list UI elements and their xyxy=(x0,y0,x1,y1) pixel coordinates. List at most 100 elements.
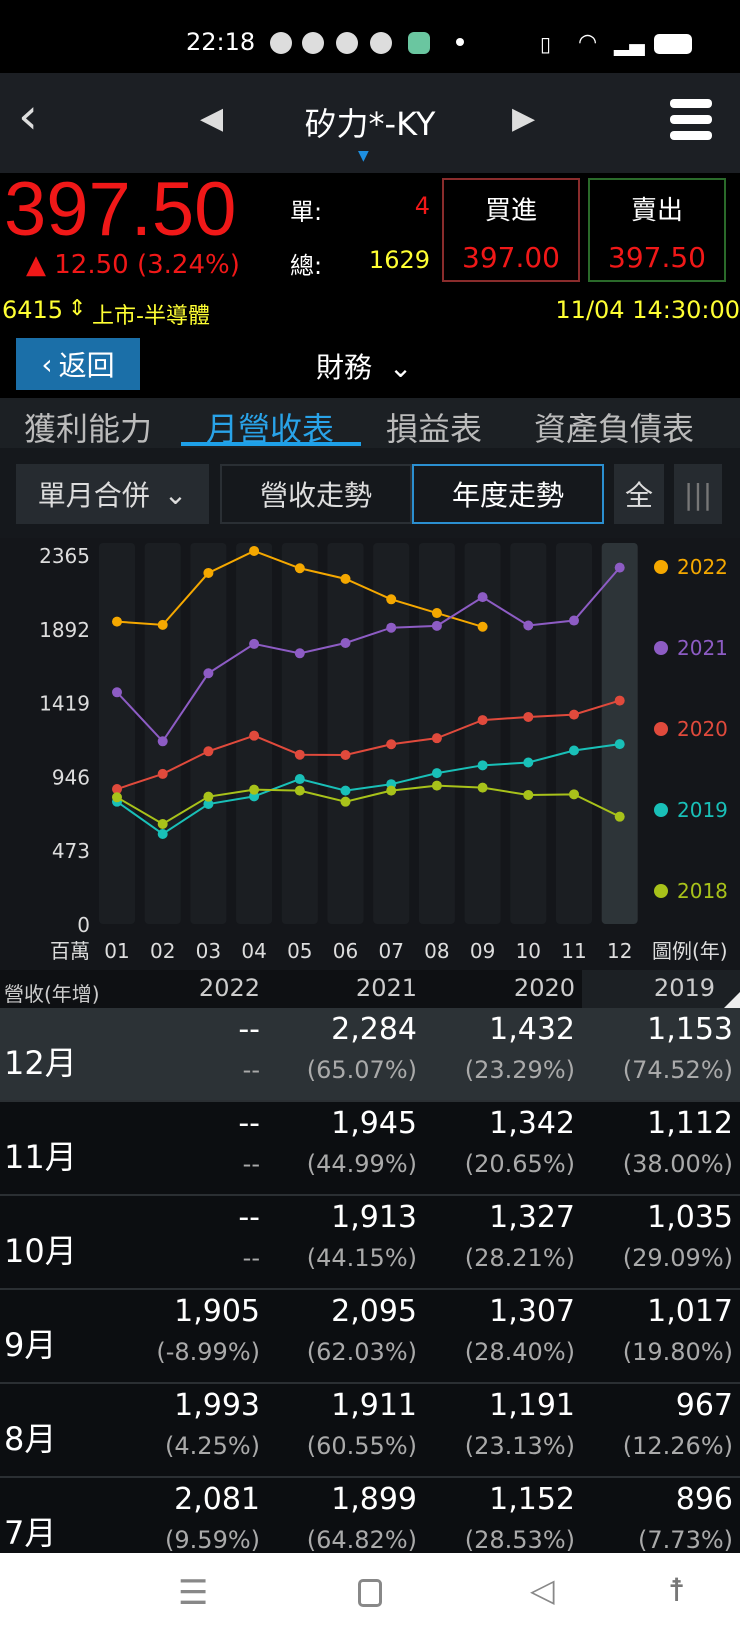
back-button[interactable]: ‹ 返回 xyxy=(16,338,140,390)
data-point-2019 xyxy=(157,828,168,839)
revenue-value: 1,191 xyxy=(489,1388,575,1423)
table-row[interactable]: 9月 1,905 (-8.99%) 2,095 (62.03%) 1,307 (28.40%… xyxy=(0,1290,740,1384)
yoy-growth: (12.26%) xyxy=(622,1432,733,1460)
month-column xyxy=(99,543,135,924)
x-tick-label: 08 xyxy=(424,939,449,963)
vibrate-icon: ▯ xyxy=(540,32,552,56)
section-label: 財務 xyxy=(316,351,373,384)
accessibility-icon[interactable]: ☨ xyxy=(668,1571,686,1609)
table-row[interactable]: 8月 1,993 (4.25%) 1,911 (60.55%) 1,191 (23.13%)… xyxy=(0,1384,740,1478)
header-2021: 2021 xyxy=(355,974,417,1002)
revenue-value: 1,432 xyxy=(489,1012,575,1047)
revenue-value: 1,307 xyxy=(489,1294,575,1329)
back-icon[interactable]: ‹ xyxy=(18,87,38,145)
buy-label: 買進 xyxy=(484,196,537,226)
x-tick-label: 01 xyxy=(104,939,129,963)
tab-balance-sheet[interactable]: 資產負債表 xyxy=(534,410,695,448)
app-header: ‹ ◀ 矽力*-KY ▼ ▶ xyxy=(0,73,740,173)
table-row[interactable]: 10月 -- -- 1,913 (44.15%) 1,327 (28.21%) 1,035 (2… xyxy=(0,1196,740,1290)
yoy-growth: (20.65%) xyxy=(464,1150,575,1178)
revenue-value: 967 xyxy=(675,1388,733,1423)
yoy-growth: (38.00%) xyxy=(622,1150,733,1178)
header-label: 營收(年增) xyxy=(4,982,100,1006)
table-row[interactable]: 12月 -- -- 2,284 (65.07%) 1,432 (23.29%) 1,153 (7… xyxy=(0,1008,740,1102)
revenue-trend-button[interactable]: 營收走勢 xyxy=(220,464,412,524)
revenue-value: 2,095 xyxy=(331,1294,417,1329)
back-label: 返回 xyxy=(58,349,115,382)
x-tick-label: 12 xyxy=(607,939,632,963)
tab-income-statement[interactable]: 損益表 xyxy=(386,410,483,448)
data-point-2020 xyxy=(614,695,625,706)
data-point-2019 xyxy=(614,739,625,750)
updown-icon: ⇕ xyxy=(68,296,87,321)
stock-code: 6415 xyxy=(2,296,64,324)
back-nav-icon[interactable]: ◁ xyxy=(530,1571,555,1609)
chart-controls: 單月合併 ⌄ 營收走勢 年度走勢 全 ||| xyxy=(0,448,740,538)
dot-icon xyxy=(456,38,464,46)
data-point-2020 xyxy=(477,715,488,726)
data-point-2020 xyxy=(569,709,579,720)
stock-title[interactable]: 矽力*-KY xyxy=(304,105,436,143)
header-2019: 2019 xyxy=(653,974,715,1002)
yearly-trend-button[interactable]: 年度走勢 xyxy=(412,464,604,524)
data-point-2021 xyxy=(340,637,351,648)
month-column xyxy=(190,543,227,924)
fullscreen-button[interactable]: 全 xyxy=(614,464,664,524)
dropdown-label: 單月合併 xyxy=(37,479,150,512)
month-column xyxy=(373,543,410,924)
y-tick-label: 2365 xyxy=(39,544,90,568)
home-icon[interactable] xyxy=(358,1579,382,1607)
table-row[interactable]: 11月 -- -- 1,945 (44.99%) 1,342 (20.65%) 1,112 (3… xyxy=(0,1102,740,1196)
revenue-value: -- xyxy=(238,1012,260,1047)
data-point-2021 xyxy=(523,620,534,631)
section-dropdown[interactable]: 財務 ⌄ xyxy=(316,346,412,386)
month-column xyxy=(327,543,364,924)
data-point-2018 xyxy=(477,782,488,793)
legend-label-2020: 2020 xyxy=(677,717,728,741)
buy-box[interactable]: 買進 397.00 xyxy=(442,178,580,282)
active-tab-underline xyxy=(181,442,361,446)
month-column xyxy=(601,543,638,924)
data-point-2021 xyxy=(157,736,168,747)
upload-icon xyxy=(408,32,430,54)
waveform-icon[interactable]: ||| xyxy=(674,464,722,524)
tab-monthly-revenue[interactable]: 月營收表 xyxy=(206,410,335,448)
signal-icon: ▂▄ xyxy=(614,32,645,56)
consolidation-dropdown[interactable]: 單月合併 ⌄ xyxy=(16,464,209,524)
data-point-2021 xyxy=(249,638,260,649)
legend-dot-2018 xyxy=(654,884,668,898)
menu-icon[interactable] xyxy=(670,99,712,140)
yoy-growth: (65.07%) xyxy=(306,1056,417,1084)
yoy-growth: (74.52%) xyxy=(622,1056,733,1084)
revenue-value: 1,945 xyxy=(331,1106,417,1141)
y-axis-unit: 百萬 xyxy=(50,939,90,963)
x-tick-label: 10 xyxy=(516,939,541,963)
sell-label: 賣出 xyxy=(630,196,683,226)
data-point-2022 xyxy=(477,621,488,632)
data-point-2020 xyxy=(431,733,442,744)
sell-box[interactable]: 賣出 397.50 xyxy=(588,178,726,282)
data-point-2020 xyxy=(386,739,397,750)
recents-icon[interactable]: ☰ xyxy=(178,1573,209,1613)
yoy-growth: (44.99%) xyxy=(306,1150,417,1178)
legend-dot-2021 xyxy=(654,641,668,655)
data-point-2019 xyxy=(294,774,305,785)
legend-dot-2020 xyxy=(654,722,668,736)
data-point-2021 xyxy=(112,687,122,698)
data-point-2018 xyxy=(157,818,168,829)
data-point-2022 xyxy=(294,563,305,574)
next-stock-icon[interactable]: ▶ xyxy=(512,101,536,136)
tab-profitability[interactable]: 獲利能力 xyxy=(24,410,153,448)
data-point-2019 xyxy=(340,785,351,796)
status-bar: 22:18 ▯ ◠ ▂▄ xyxy=(0,0,740,73)
data-point-2020 xyxy=(249,730,260,741)
scroll-column-header[interactable] xyxy=(582,970,740,1008)
prev-stock-icon[interactable]: ◀ xyxy=(200,101,224,136)
yoy-growth: -- xyxy=(242,1056,260,1084)
x-tick-label: 02 xyxy=(150,939,175,963)
data-point-2020 xyxy=(294,749,305,760)
total-volume: 1629 xyxy=(368,246,430,274)
corner-triangle-icon xyxy=(724,992,740,1008)
x-tick-label: 06 xyxy=(333,939,358,963)
revenue-value: 1,035 xyxy=(647,1200,733,1235)
